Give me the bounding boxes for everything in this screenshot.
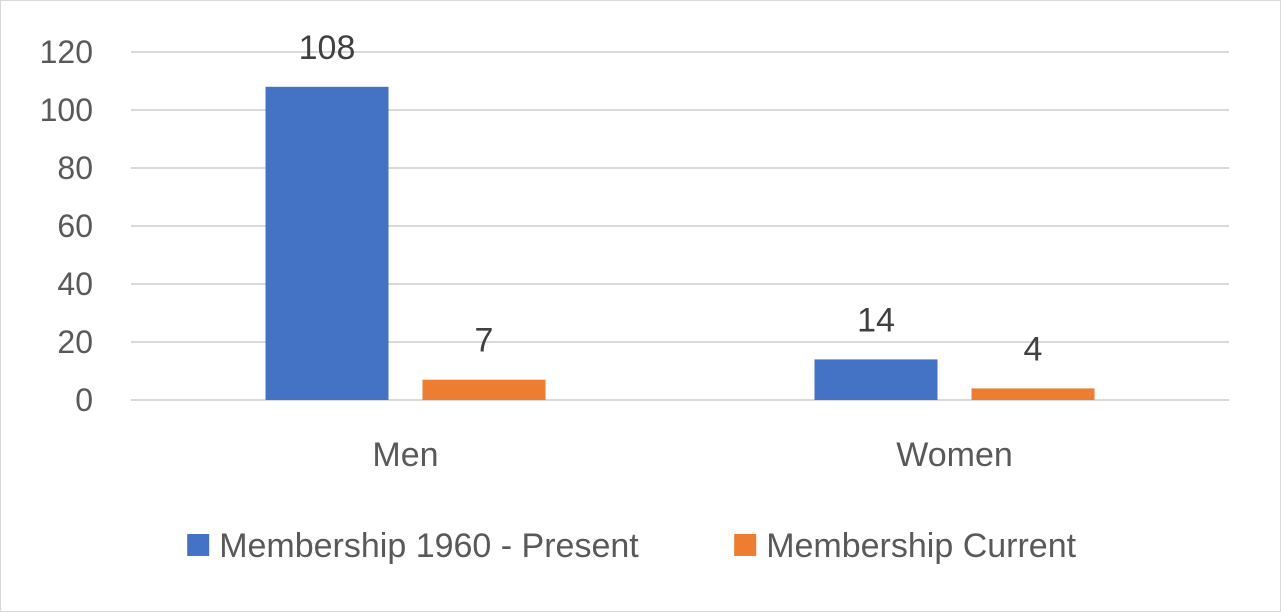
- data-label: 4: [1024, 330, 1043, 368]
- y-tick-label: 100: [40, 92, 93, 128]
- data-labels: 108 7 14 4: [299, 29, 1043, 369]
- legend: Membership 1960 - Present Membership Curr…: [187, 527, 1077, 565]
- bar: [971, 388, 1095, 400]
- bars: [265, 86, 1095, 401]
- data-label: 14: [857, 301, 895, 339]
- bar: [422, 379, 546, 400]
- y-tick-label: 60: [57, 208, 93, 244]
- x-category-label: Women: [896, 436, 1013, 474]
- y-tick-label: 80: [57, 150, 93, 186]
- bar: [814, 359, 938, 400]
- data-label: 7: [475, 322, 494, 360]
- y-tick-label: 20: [57, 324, 93, 360]
- legend-swatch: [187, 534, 210, 556]
- bar: [265, 86, 389, 401]
- legend-label: Membership 1960 - Present: [219, 527, 639, 565]
- y-tick-label: 0: [75, 382, 93, 418]
- legend-label: Membership Current: [766, 527, 1076, 565]
- legend-swatch: [734, 534, 757, 556]
- y-tick-label: 40: [57, 266, 93, 302]
- x-axis-category-labels: Men Women: [372, 436, 1012, 474]
- y-axis-tick-labels: 0 20 40 60 80 100 120: [40, 34, 93, 418]
- data-label: 108: [299, 29, 356, 67]
- x-category-label: Men: [372, 436, 438, 474]
- y-tick-label: 120: [40, 34, 93, 70]
